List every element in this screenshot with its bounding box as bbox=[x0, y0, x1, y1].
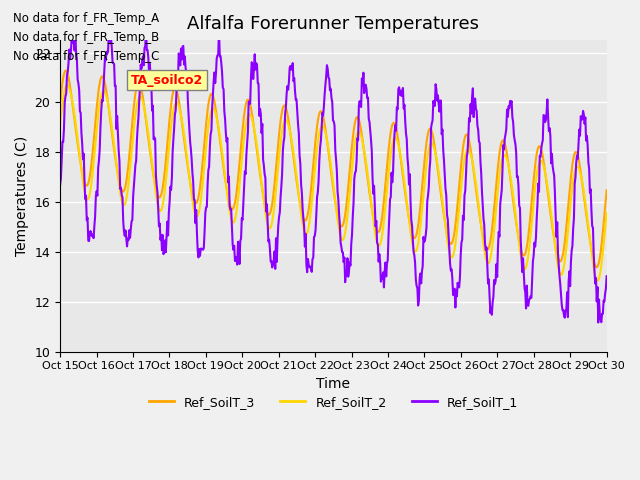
Line: Ref_SoilT_1: Ref_SoilT_1 bbox=[60, 28, 607, 323]
Legend: Ref_SoilT_3, Ref_SoilT_2, Ref_SoilT_1: Ref_SoilT_3, Ref_SoilT_2, Ref_SoilT_1 bbox=[144, 391, 523, 414]
Ref_SoilT_3 bbox=[61, 68, 69, 73]
Ref_SoilT_3 bbox=[56, 100, 64, 106]
Ref_SoilT_2 bbox=[56, 122, 64, 128]
Ref_SoilT_3 bbox=[603, 187, 611, 193]
Line: Ref_SoilT_3: Ref_SoilT_3 bbox=[60, 71, 607, 267]
Ref_SoilT_2 bbox=[401, 180, 408, 185]
Ref_SoilT_3 bbox=[417, 203, 424, 209]
Text: TA_soilco2: TA_soilco2 bbox=[131, 74, 204, 87]
Y-axis label: Temperatures (C): Temperatures (C) bbox=[15, 136, 29, 256]
Ref_SoilT_1 bbox=[207, 128, 215, 133]
Ref_SoilT_2 bbox=[67, 91, 75, 96]
Ref_SoilT_3 bbox=[401, 185, 408, 191]
Ref_SoilT_2 bbox=[207, 108, 215, 113]
Ref_SoilT_2 bbox=[417, 223, 424, 229]
Ref_SoilT_3 bbox=[179, 124, 186, 130]
Ref_SoilT_3 bbox=[207, 91, 215, 96]
Ref_SoilT_1 bbox=[595, 320, 602, 325]
Ref_SoilT_2 bbox=[179, 121, 186, 127]
Ref_SoilT_1 bbox=[66, 56, 74, 62]
Ref_SoilT_2 bbox=[123, 192, 131, 198]
Text: No data for f_FR_Temp_B: No data for f_FR_Temp_B bbox=[13, 31, 159, 44]
Text: No data for f_FR_Temp_C: No data for f_FR_Temp_C bbox=[13, 50, 159, 63]
Ref_SoilT_1 bbox=[122, 235, 130, 241]
Line: Ref_SoilT_2: Ref_SoilT_2 bbox=[60, 85, 607, 281]
Ref_SoilT_1 bbox=[142, 25, 150, 31]
Ref_SoilT_1 bbox=[417, 271, 424, 276]
Ref_SoilT_3 bbox=[593, 264, 600, 270]
Ref_SoilT_1 bbox=[401, 102, 408, 108]
Ref_SoilT_3 bbox=[123, 174, 131, 180]
Ref_SoilT_1 bbox=[603, 273, 611, 279]
Text: No data for f_FR_Temp_A: No data for f_FR_Temp_A bbox=[13, 12, 159, 25]
Ref_SoilT_2 bbox=[603, 210, 611, 216]
Ref_SoilT_2 bbox=[594, 278, 602, 284]
Ref_SoilT_3 bbox=[67, 88, 75, 94]
X-axis label: Time: Time bbox=[316, 377, 350, 391]
Ref_SoilT_1 bbox=[56, 182, 64, 188]
Ref_SoilT_1 bbox=[179, 44, 186, 49]
Ref_SoilT_2 bbox=[63, 83, 71, 88]
Title: Alfalfa Forerunner Temperatures: Alfalfa Forerunner Temperatures bbox=[188, 15, 479, 33]
